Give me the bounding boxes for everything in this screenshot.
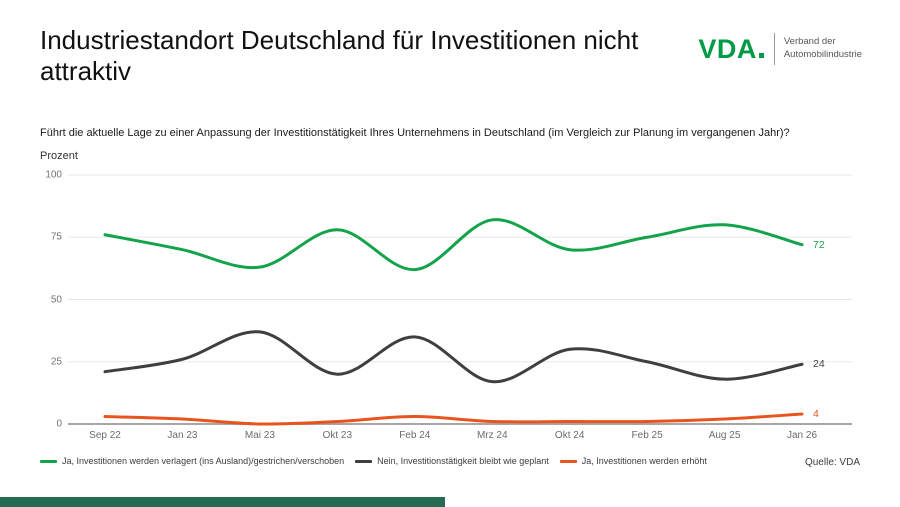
vda-wordmark-text: VDA (698, 33, 757, 64)
vda-logo: VDA Verband der Automobilindustrie (698, 33, 862, 65)
y-tick-label: 25 (50, 356, 62, 368)
series-line (103, 218, 804, 272)
series-end-label: 24 (813, 358, 825, 371)
legend-label: Ja, Investitionen werden verlagert (ins … (62, 456, 345, 466)
series-end-label: 72 (813, 238, 825, 251)
x-tick-label: Sep 22 (89, 430, 121, 441)
x-tick-label: Mai 23 (244, 430, 275, 441)
series-end-label: 4 (813, 408, 819, 421)
logo-org-line2: Automobilindustrie (783, 49, 862, 60)
x-tick-label: Jan 23 (167, 430, 198, 441)
logo-org-name: Verband der Automobilindustrie (784, 36, 862, 62)
chart-legend: Ja, Investitionen werden verlagert (ins … (40, 456, 707, 466)
x-tick-label: Aug 25 (708, 430, 741, 441)
y-tick-label: 75 (50, 231, 62, 243)
x-tick-label: Mrz 24 (476, 430, 508, 441)
x-tick-label: Okt 23 (322, 430, 353, 441)
legend-swatch-icon (559, 459, 577, 463)
series-line (103, 412, 804, 426)
series-line (103, 330, 804, 384)
logo-divider (773, 33, 775, 65)
vda-logo-dot-icon (758, 52, 764, 58)
x-tick-label: Jan 26 (786, 430, 818, 441)
x-tick-label: Feb 25 (631, 430, 663, 441)
vda-wordmark: VDA (698, 33, 764, 64)
logo-org-line1: Verband der (783, 36, 836, 48)
legend-swatch-icon (40, 459, 57, 463)
legend-item: Ja, Investitionen werden verlagert (ins … (40, 456, 344, 466)
y-tick-label: 100 (45, 169, 62, 181)
x-tick-label: Feb 24 (399, 430, 431, 441)
source-note: Quelle: VDA (804, 457, 860, 468)
legend-swatch-icon (355, 459, 373, 463)
x-tick-label: Okt 24 (554, 430, 585, 441)
legend-label: Ja, Investitionen werden erhöht (581, 456, 707, 466)
survey-question: Führt die aktuelle Lage zu einer Anpassu… (40, 127, 790, 139)
y-tick-label: 0 (56, 418, 62, 430)
y-tick-label: 50 (50, 294, 62, 305)
footer-accent-bar (0, 497, 445, 507)
legend-item: Ja, Investitionen werden erhöht (559, 456, 707, 466)
legend-item: Nein, Investitionstätigkeit bleibt wie g… (355, 456, 549, 466)
page-title: Industriestandort Deutschland für Invest… (40, 25, 639, 87)
y-axis-title: Prozent (40, 150, 78, 162)
legend-label: Nein, Investitionstätigkeit bleibt wie g… (377, 456, 549, 466)
